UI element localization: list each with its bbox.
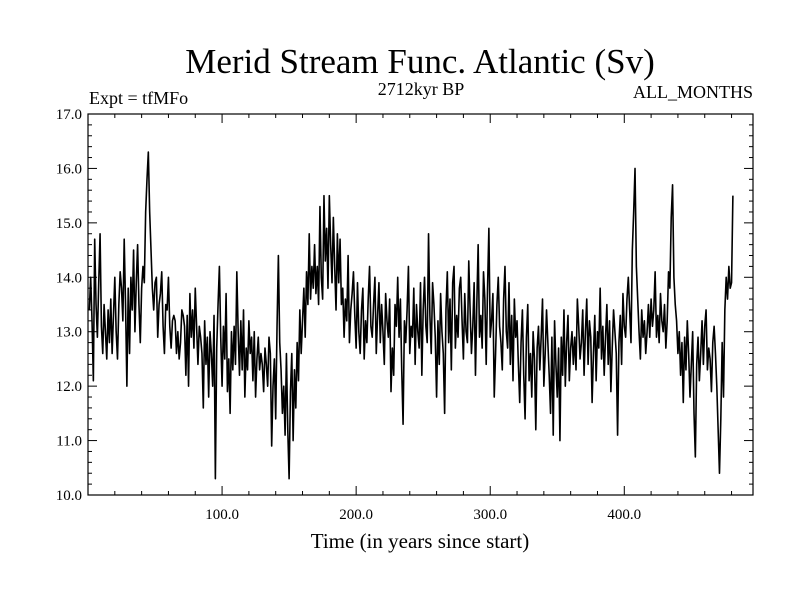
x-tick-label: 300.0 [473, 507, 507, 523]
y-tick-label: 14.0 [56, 270, 82, 286]
x-axis-label: Time (in years since start) [311, 529, 530, 553]
period-label: 2712kyr BP [378, 79, 465, 99]
x-tick-label: 200.0 [339, 507, 373, 523]
axis-ticks [88, 113, 753, 496]
y-tick-label: 12.0 [56, 379, 82, 395]
plot-frame [87, 113, 754, 496]
experiment-label: Expt = tfMFo [89, 88, 188, 108]
y-tick-label: 15.0 [56, 216, 82, 232]
y-tick-label: 16.0 [56, 161, 82, 177]
y-tick-label: 11.0 [56, 434, 82, 450]
x-tick-label: 400.0 [607, 507, 641, 523]
series-layer [88, 151, 734, 480]
chart-title: Merid Stream Func. Atlantic (Sv) [185, 42, 655, 81]
series-line [88, 151, 734, 480]
y-tick-label: 13.0 [56, 325, 82, 341]
x-tick-label: 100.0 [205, 507, 239, 523]
months-label: ALL_MONTHS [633, 82, 753, 102]
y-tick-label: 10.0 [56, 488, 82, 504]
y-tick-label: 17.0 [56, 107, 82, 123]
tick-labels: 10.0 11.0 12.0 13.0 14.0 15.0 16.0 17.0 100.0 200… [56, 107, 641, 523]
